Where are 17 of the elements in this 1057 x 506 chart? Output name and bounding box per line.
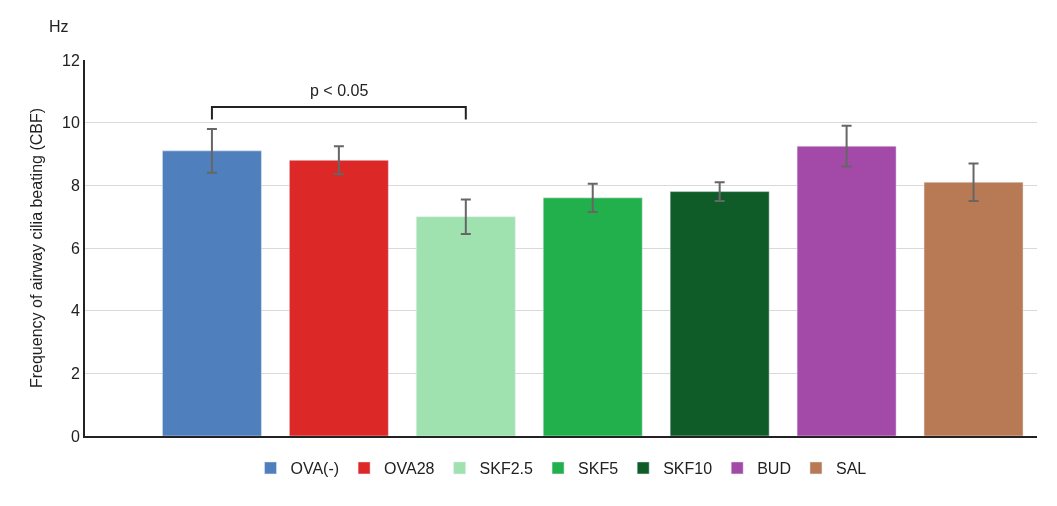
legend-label: OVA28 [384, 460, 435, 478]
y-tick-label: 6 [70, 239, 80, 257]
legend-label: SKF5 [578, 460, 619, 478]
y-tick-label: 12 [62, 51, 80, 69]
legend-label: BUD [757, 460, 791, 478]
legend-label: SAL [835, 460, 867, 478]
y-tick-label: 10 [62, 114, 80, 132]
y-tick-label: 2 [70, 364, 80, 382]
legend-label: SKF10 [663, 460, 713, 478]
legend-label: OVA(-) [290, 460, 340, 478]
text: Hz [49, 18, 69, 35]
y-tick-label: 8 [70, 176, 80, 194]
y-tick-label: 0 [70, 427, 80, 445]
annotation: p < 0.05 [310, 82, 369, 99]
y-tick-label: 4 [70, 302, 80, 320]
legend-label: SKF2.5 [479, 460, 534, 478]
y-axis-title: Frequency of airway cilia beating (CBF) [28, 107, 46, 389]
